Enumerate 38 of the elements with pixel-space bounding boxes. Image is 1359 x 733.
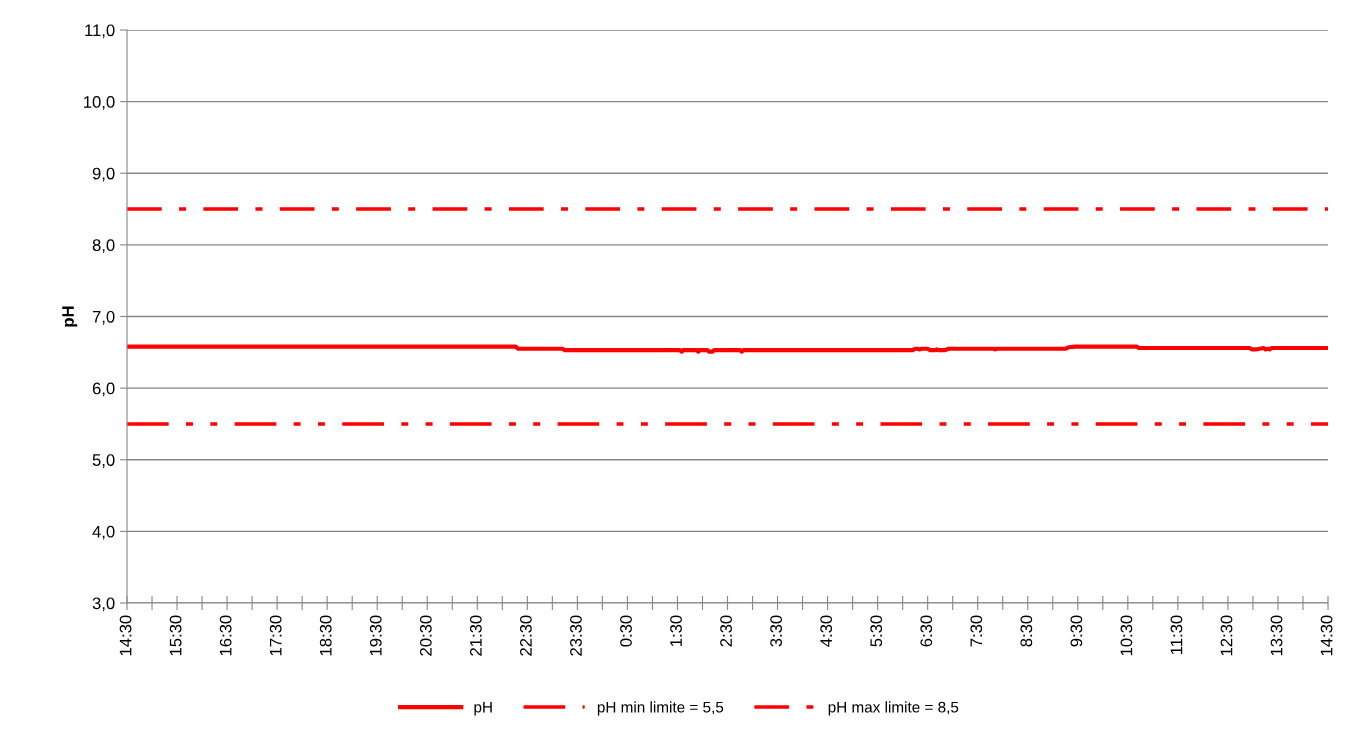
legend-label: pH min limite = 5,5 — [597, 701, 724, 716]
x-tick-label: 16:30 — [219, 615, 232, 656]
y-tick-label: 4,0 — [92, 525, 115, 540]
x-tick-label: 19:30 — [369, 615, 382, 656]
legend-label: pH max limite = 8,5 — [828, 701, 959, 716]
x-tick-label: 11:30 — [1170, 615, 1183, 655]
x-tick-label: 21:30 — [469, 615, 482, 656]
x-tick-label: 6:30 — [920, 615, 933, 647]
legend-label: pH — [474, 701, 492, 716]
x-tick-label: 18:30 — [319, 615, 332, 656]
y-tick-label: 6,0 — [92, 382, 115, 397]
x-tick-label: 23:30 — [570, 615, 582, 656]
x-tick-label: 0:30 — [620, 615, 632, 647]
x-tick-label: 2:30 — [720, 615, 732, 647]
x-tick-label: 22:30 — [520, 615, 532, 656]
x-tick-label: 1:30 — [670, 615, 682, 646]
x-tick-label: 14:30 — [1320, 615, 1333, 656]
x-tick-label: 13:30 — [1270, 615, 1283, 656]
y-axis-title: pH — [62, 306, 78, 327]
y-tick-label: 10,0 — [84, 96, 115, 110]
y-tick-label: 5,0 — [92, 454, 115, 468]
x-tick-label: 5:30 — [870, 615, 883, 647]
x-tick-label: 10:30 — [1120, 615, 1133, 656]
y-tick-label: 9,0 — [92, 167, 115, 182]
x-tick-label: 12:30 — [1220, 615, 1233, 656]
x-tick-label: 3:30 — [770, 615, 783, 647]
x-tick-label: 15:30 — [169, 615, 182, 656]
x-tick-label: 7:30 — [970, 615, 983, 647]
x-tick-label: 14:30 — [119, 615, 132, 656]
x-tick-label: 17:30 — [269, 615, 282, 656]
y-tick-label: 8,0 — [92, 239, 115, 254]
x-tick-label: 4:30 — [820, 615, 833, 647]
x-tick-label: 8:30 — [1020, 615, 1033, 647]
y-tick-label: 3,0 — [92, 597, 115, 612]
x-tick-label: 9:30 — [1070, 615, 1083, 647]
y-tick-label: 11,0 — [85, 24, 115, 39]
x-tick-label: 20:30 — [419, 615, 432, 656]
y-tick-label: 7,0 — [92, 310, 115, 325]
